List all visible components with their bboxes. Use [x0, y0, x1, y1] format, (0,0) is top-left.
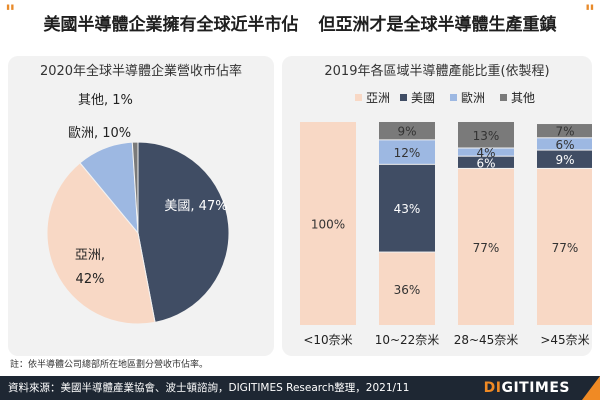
bar-chart-title: 2019年各區域半導體產能比重(依製程) — [324, 64, 550, 79]
pie-slice-2 — [46, 162, 156, 325]
bar-2-segment-1 — [379, 252, 435, 325]
pie-chart-title: 2020年全球半導體企業營收市佔率 — [39, 64, 243, 79]
pie-label-other: 其他, 1% — [78, 93, 133, 108]
brand-logo-rest: GITIMES — [501, 380, 570, 396]
legend-label-1: 亞洲 — [366, 91, 390, 105]
bar-2-label-2: 43% — [394, 202, 421, 216]
bar-2-segment-2 — [379, 164, 435, 252]
bar-4-segment-1 — [537, 168, 593, 325]
pie-chart-panel: 2020年全球半導體企業營收市佔率 美國, 47% 亞洲, 42% 歐洲, 10% 其他… — [8, 56, 274, 356]
pie-label-asia-value: 42% — [76, 272, 105, 287]
category-label-3: 28~45奈米 — [454, 333, 519, 347]
bar-3-segment-2 — [458, 156, 514, 168]
brand-logo-accent: DI — [483, 380, 502, 396]
bar-3-label-2: 6% — [476, 156, 495, 170]
bar-1-label-1: 100% — [311, 218, 345, 232]
pie-label-europe: 歐洲, 10% — [68, 126, 131, 141]
legend-swatch-4 — [500, 94, 507, 101]
category-label-2: 10~22奈米 — [375, 333, 440, 347]
bar-4-segment-4 — [537, 124, 593, 138]
corner-mark — [582, 376, 600, 400]
bar-2-label-3: 12% — [394, 146, 421, 160]
legend-label-3: 歐洲 — [461, 90, 485, 105]
headline-part-2: 但亞洲才是全球半導體生產重鎮 — [318, 14, 557, 35]
category-label-4: >45奈米 — [540, 333, 589, 347]
bar-4-label-1: 77% — [552, 241, 579, 255]
bar-4-label-4: 7% — [555, 125, 574, 139]
pie-slice-4 — [131, 141, 139, 234]
quote-mark-left: " — [5, 0, 16, 24]
bar-4-label-3: 6% — [555, 138, 574, 152]
bar-2-segment-4 — [379, 122, 435, 140]
bar-3-label-1: 77% — [473, 241, 500, 255]
bar-3-label-4: 13% — [473, 129, 500, 143]
bar-2-segment-3 — [379, 140, 435, 164]
pie-slice-1 — [137, 141, 230, 323]
headline: 美國半導體企業擁有全球近半市佔 但亞洲才是全球半導體生產重鎮 — [22, 5, 578, 39]
bar-4-label-2: 9% — [555, 153, 574, 167]
pie-label-usa: 美國, 47% — [164, 199, 227, 214]
headline-part-1: 美國半導體企業擁有全球近半市佔 — [43, 14, 299, 35]
footnote: 註：依半導體公司總部所在地區劃分營收市佔率。 — [10, 360, 209, 370]
source-text: 資料來源：美國半導體產業協會、波士頓諮詢，DIGITIMES Research整… — [8, 382, 410, 394]
pie-chart: 美國, 47% 亞洲, 42% 歐洲, 10% 其他, 1% — [46, 93, 230, 325]
bar-3-segment-4 — [458, 122, 514, 148]
legend-swatch-1 — [355, 94, 362, 101]
quote-mark-right: " — [584, 0, 595, 24]
bar-4-segment-2 — [537, 150, 593, 168]
source-bar: 資料來源：美國半導體產業協會、波士頓諮詢，DIGITIMES Research整… — [0, 376, 600, 400]
category-label-1: <10奈米 — [303, 333, 352, 347]
legend-swatch-3 — [450, 94, 457, 101]
bar-3-segment-3 — [458, 148, 514, 156]
brand-logo: DIGITIMES — [484, 376, 570, 400]
bar-2-label-1: 36% — [394, 283, 421, 297]
bar-4-segment-3 — [537, 138, 593, 150]
bar-2-label-4: 9% — [397, 125, 416, 139]
bar-1-segment-1 — [300, 122, 356, 325]
bar-chart-panel: 2019年各區域半導體產能比重(依製程) 亞洲 美國 歐洲 其他 100% <10奈米 36… — [282, 56, 593, 356]
bar-3-label-3: 4% — [476, 146, 495, 160]
legend-label-4: 其他 — [511, 91, 535, 105]
stacked-bar-chart: 亞洲 美國 歐洲 其他 100% <10奈米 36% 43% 12% 9% 10~22奈米 77% 6%… — [300, 90, 593, 347]
legend-swatch-2 — [400, 94, 407, 101]
legend-label-2: 美國 — [411, 91, 435, 105]
bar-3-segment-1 — [458, 168, 514, 325]
pie-label-asia-name: 亞洲, — [75, 248, 105, 263]
